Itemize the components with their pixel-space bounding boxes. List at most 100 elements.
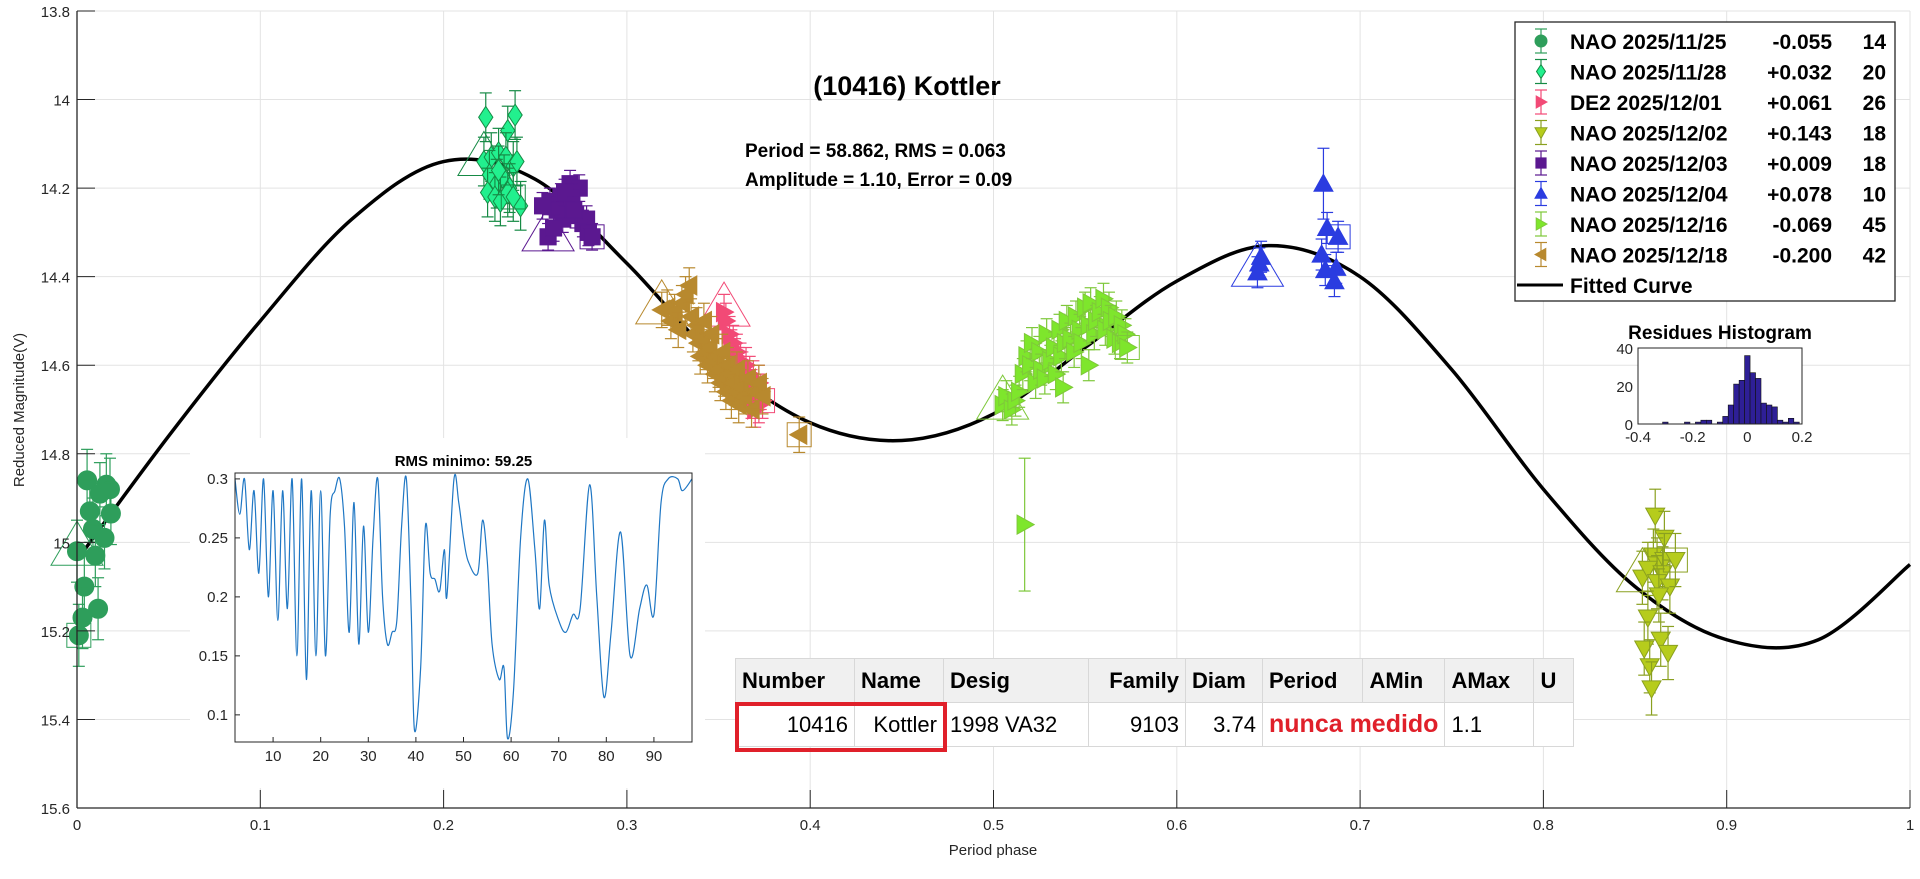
data-point (548, 201, 566, 219)
histogram-bar (1771, 406, 1778, 425)
header-period: Period (1261, 658, 1364, 703)
x-tick-label: 0.9 (1716, 817, 1737, 834)
inset-x-tick-label: 10 (265, 748, 282, 765)
inset-x-tick-label: 40 (408, 748, 425, 765)
cell-period: nunca medido (1261, 702, 1446, 747)
x-tick-label: 0.5 (983, 817, 1004, 834)
legend-marker (1535, 63, 1547, 80)
data-point (490, 158, 507, 183)
header-desig: Desig (943, 658, 1089, 703)
legend-count: 18 (1863, 123, 1887, 146)
table-header-row: Number Name Desig Family Diam Period AMi… (735, 658, 1575, 703)
y-tick-label: 14.8 (41, 447, 70, 464)
data-point (1644, 507, 1666, 527)
data-point (998, 385, 1017, 407)
data-point (1650, 631, 1672, 651)
y-tick-label: 15.6 (41, 801, 70, 818)
histogram-bar (1788, 417, 1795, 425)
series-6 (1230, 147, 1351, 298)
histogram-bar (1738, 379, 1745, 425)
legend-count: 14 (1863, 31, 1887, 54)
series-8 (634, 267, 812, 454)
header-name: Name (854, 658, 944, 703)
data-point (94, 527, 115, 548)
data-point (788, 424, 808, 446)
header-amin: AMin (1362, 658, 1446, 703)
series-7 (975, 282, 1140, 592)
histogram-bar (1755, 378, 1762, 425)
y-tick-label: 14.2 (41, 181, 70, 198)
inset-title: RMS minimo: 59.25 (395, 453, 533, 470)
asteroid-info-table: Number Name Desig Family Diam Period AMi… (735, 658, 1575, 747)
inset-x-tick-label: 90 (646, 748, 663, 765)
data-point (1250, 246, 1272, 265)
data-point (1022, 354, 1041, 376)
header-family: Family (1088, 658, 1186, 703)
residues-histogram: Residues Histogram -0.4 -0.2 0 0.2 0 20 40 (1616, 323, 1812, 446)
header-amax: AMax (1444, 658, 1535, 703)
cell-diam: 3.74 (1185, 702, 1263, 747)
data-point (1073, 332, 1093, 354)
legend-marker (1534, 186, 1548, 199)
last-point-square-marker (786, 422, 812, 448)
inset-x-tick-label: 20 (312, 748, 329, 765)
histogram-bar (1722, 416, 1729, 425)
x-tick-label: 0.6 (1166, 817, 1187, 834)
data-point (68, 625, 89, 646)
legend-offset: -0.055 (1772, 31, 1832, 54)
histogram-y-tick-label: 40 (1616, 341, 1633, 358)
legend-offset: +0.032 (1767, 62, 1832, 85)
histogram-axes-box (1637, 347, 1803, 425)
legend-count: 42 (1863, 245, 1886, 268)
last-point-square-marker (579, 224, 605, 250)
legend-count: 18 (1863, 153, 1887, 176)
cell-u (1533, 702, 1575, 747)
series-5 (521, 169, 605, 252)
data-point (1311, 243, 1332, 263)
chart-title: (10416) Kottler (813, 71, 1001, 101)
cell-desig: 1998 VA32 (943, 702, 1089, 747)
histogram-y-tick-label: 0 (1625, 417, 1633, 434)
data-point (565, 201, 583, 219)
y-tick-label: 14 (53, 93, 70, 110)
legend-label: NAO 2025/11/28 (1570, 62, 1727, 85)
data-point (556, 183, 574, 202)
y-tick-label: 15.4 (41, 712, 70, 729)
legend-label: NAO 2025/12/18 (1570, 245, 1728, 268)
data-point (667, 319, 687, 341)
data-point (678, 275, 698, 296)
legend-offset: +0.078 (1767, 184, 1832, 207)
highlight-box (735, 702, 947, 752)
data-point (1657, 644, 1679, 664)
inset-x-tick-label: 60 (503, 748, 520, 765)
x-tick-label: 0.7 (1350, 817, 1371, 834)
data-point (1665, 551, 1686, 571)
histogram-bar (1760, 402, 1767, 425)
x-tick-label: 0.2 (433, 817, 454, 834)
y-tick-label: 15.2 (41, 624, 70, 641)
data-point (1027, 372, 1047, 394)
histogram-bar (1766, 404, 1773, 425)
histogram-bar (1777, 419, 1784, 425)
inset-background (190, 438, 705, 788)
data-point (478, 105, 494, 130)
histogram-bar (1733, 383, 1740, 425)
legend-marker (1534, 34, 1548, 48)
fitted-curve (75, 157, 1912, 650)
y-axis-label: Reduced Magnitude(V) (11, 333, 28, 487)
data-point (1637, 609, 1659, 629)
last-point-square-marker (1325, 224, 1351, 250)
x-axis-label: Period phase (949, 842, 1037, 859)
x-tick-label: 0.4 (800, 817, 821, 834)
data-point (1082, 292, 1102, 314)
histogram-title: Residues Histogram (1628, 323, 1812, 344)
y-tick-label: 13.8 (41, 4, 70, 21)
data-point (1327, 226, 1349, 245)
header-u: U (1533, 658, 1575, 703)
cell-name: Kottler (854, 702, 944, 747)
period-rms-annotation: Period = 58.862, RMS = 0.063 (745, 141, 1006, 162)
y-tick-label: 15 (53, 535, 70, 552)
legend-label: NAO 2025/12/16 (1570, 214, 1728, 237)
data-point (505, 185, 521, 209)
